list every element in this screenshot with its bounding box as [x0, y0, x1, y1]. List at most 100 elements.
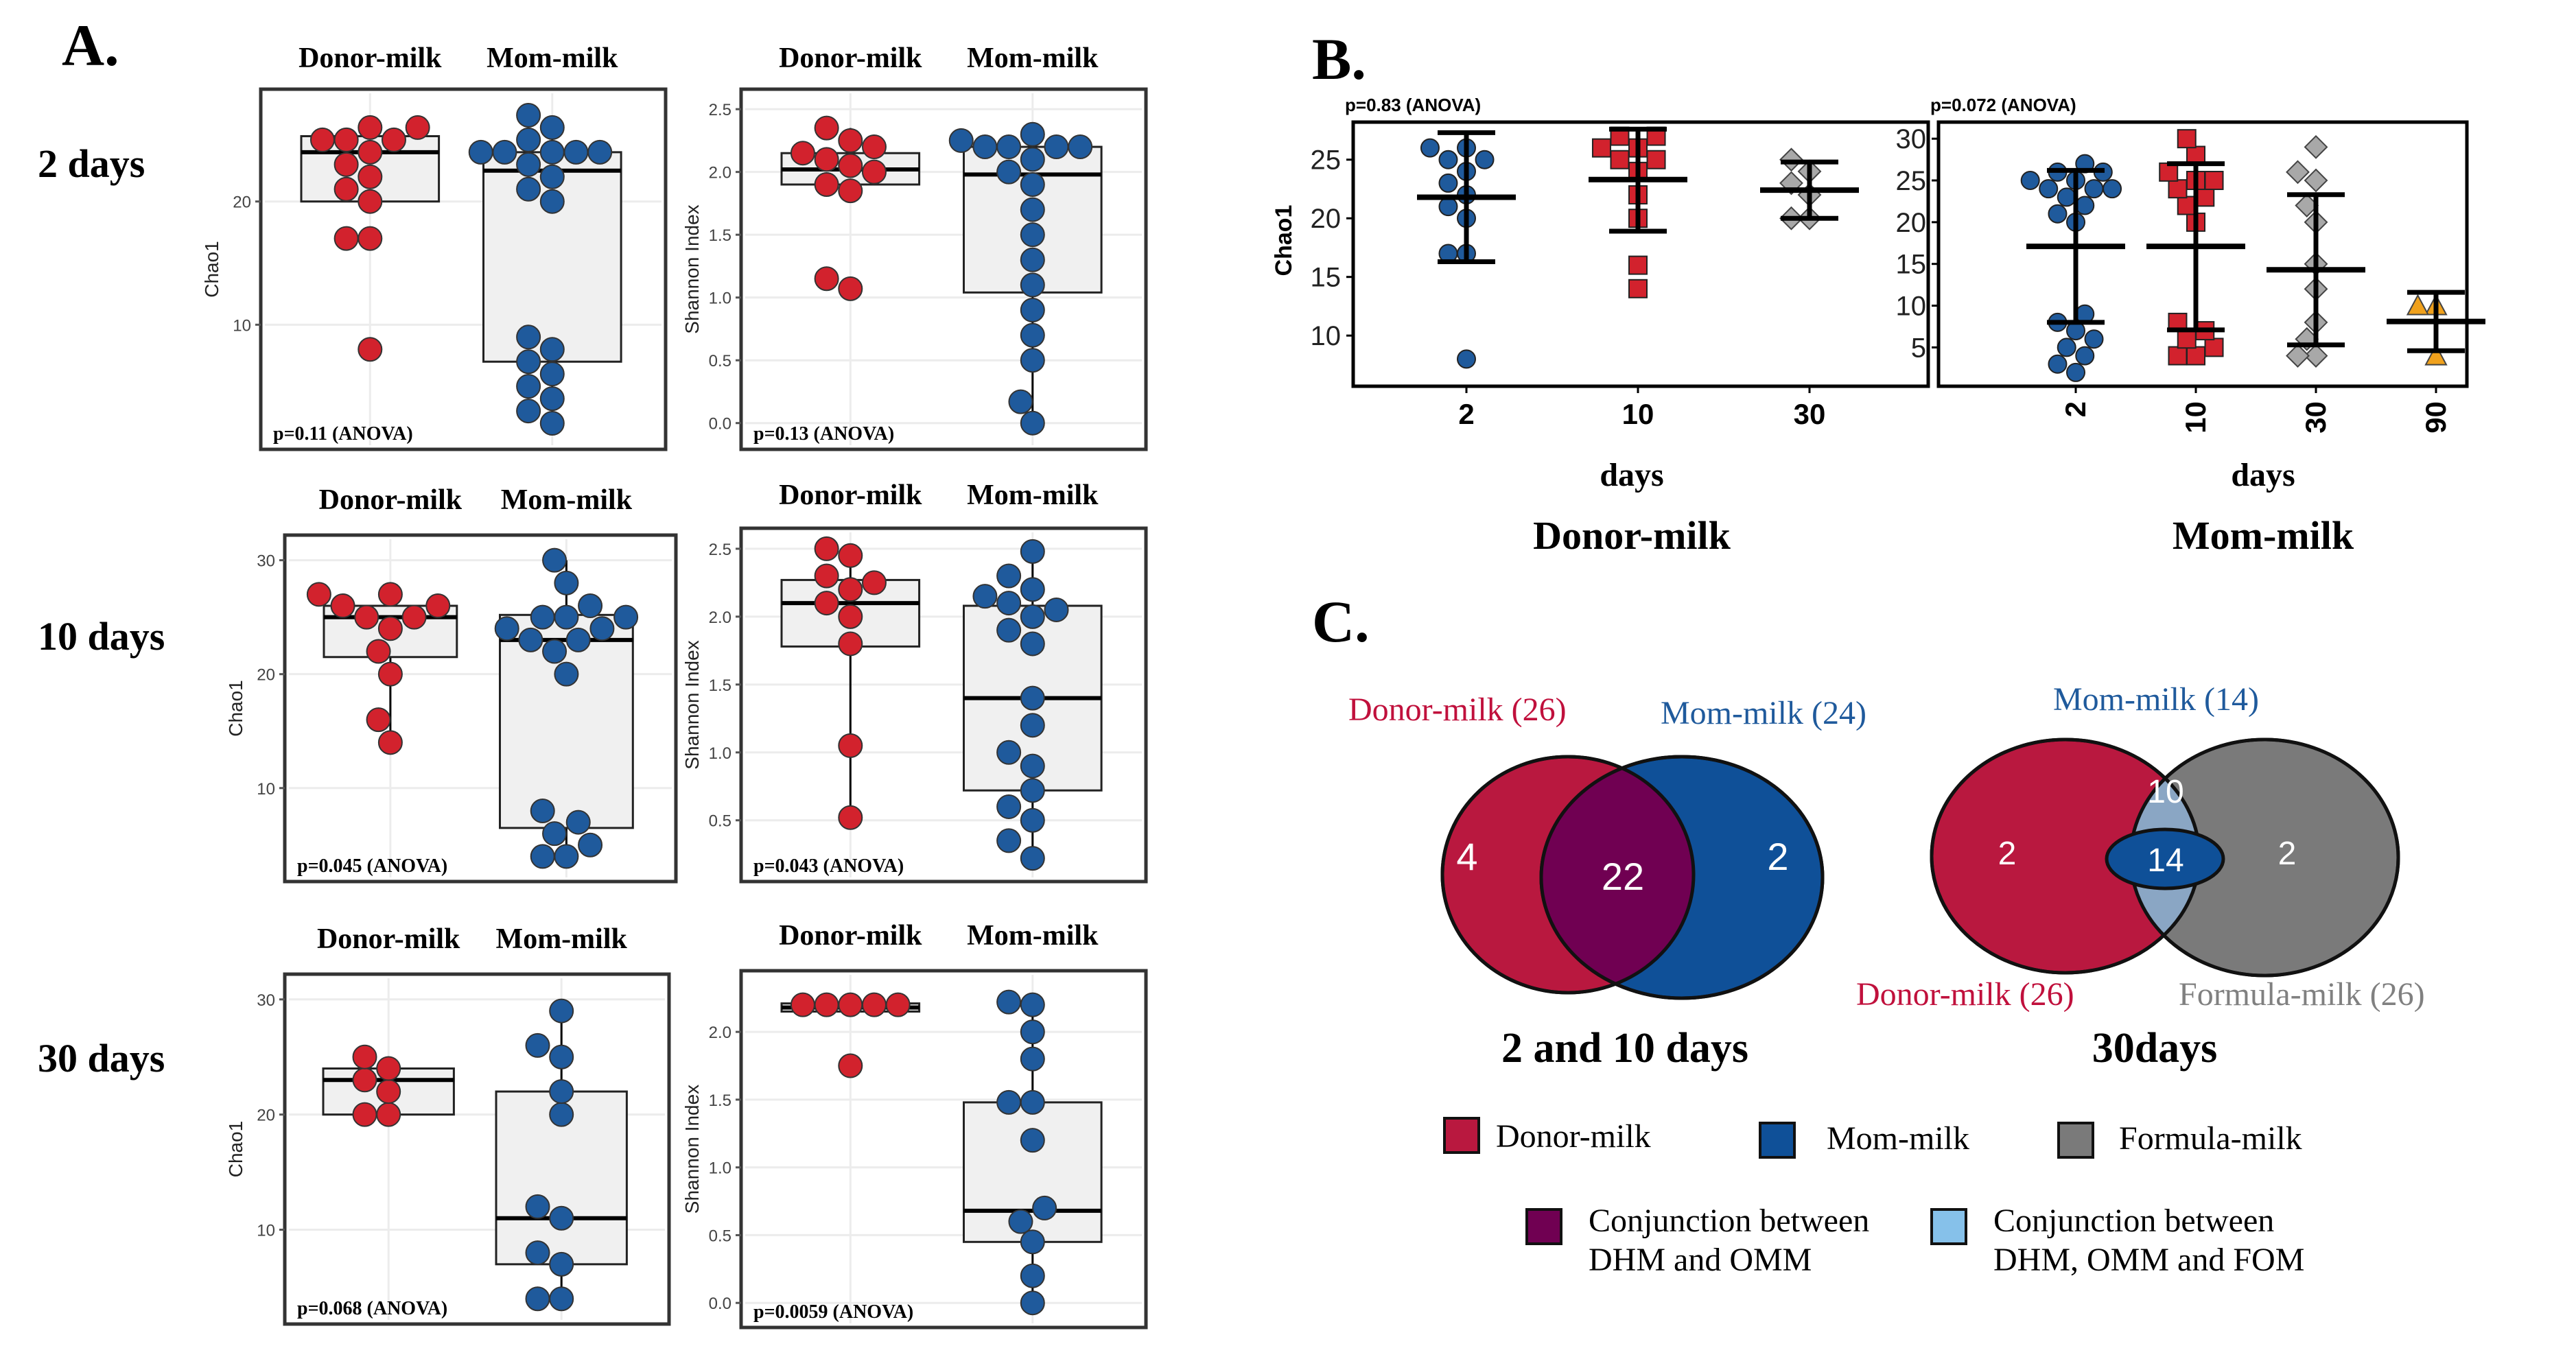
data-point [996, 134, 1022, 160]
data-point [549, 1286, 574, 1312]
data-point [1020, 322, 1045, 348]
data-point [861, 992, 887, 1017]
data-point [542, 639, 567, 664]
legend-swatch-donor [1443, 1117, 1480, 1154]
category-header: Donor-milk [779, 480, 922, 511]
data-point [1020, 121, 1045, 147]
data-point [838, 992, 863, 1017]
y-tick-label: 30 [257, 552, 275, 571]
data-point [589, 616, 615, 641]
x-axis-label: days [2231, 457, 2295, 493]
category-header: Donor-milk [298, 43, 442, 74]
data-point [996, 740, 1022, 765]
data-point [539, 362, 565, 387]
y-axis-label: Chao1 [225, 680, 246, 737]
data-point [996, 617, 1022, 643]
data-point [563, 139, 589, 165]
data-point [1020, 1263, 1045, 1288]
data-point [1020, 631, 1045, 657]
y-tick-label: 15 [1311, 263, 1342, 293]
data-point [2406, 294, 2430, 316]
data-point [358, 139, 383, 165]
data-point [354, 604, 379, 630]
data-point [539, 164, 565, 189]
data-point [542, 547, 567, 573]
boxplot-30d-chao1: 10 20 30 Chao1 Donor-milk Mom-milk p=0.068 (AN… [225, 923, 671, 1326]
y-tick-label: 2.0 [709, 609, 731, 627]
data-point [530, 604, 555, 630]
y-tick-label: 10 [257, 780, 275, 799]
data-point [333, 127, 359, 152]
data-point [1032, 1195, 1057, 1220]
y-tick-label: 20 [1896, 208, 1927, 238]
x-tick-label: 10 [2179, 401, 2212, 434]
data-point [1020, 807, 1045, 833]
y-tick-label: 25 [1311, 145, 1342, 176]
p-value-label: p=0.13 (ANOVA) [753, 423, 894, 445]
data-point [358, 226, 383, 251]
data-point [996, 1089, 1022, 1115]
venn-right-label-mom: Mom-milk (14) [2053, 681, 2259, 718]
venn-left-label-donor: Donor-milk (26) [1348, 692, 1567, 728]
legend: Donor-milk Mom-milk Formula-milk Conjunc… [1443, 1117, 2304, 1278]
legend-label-donor: Donor-milk [1496, 1118, 1651, 1155]
data-point [1020, 1128, 1045, 1153]
data-point [358, 337, 383, 362]
data-point [1628, 255, 1648, 275]
y-axis-label: Chao1 [1271, 205, 1297, 276]
data-point [2168, 346, 2188, 366]
data-point [1438, 197, 1458, 217]
data-point [542, 821, 567, 847]
data-point [996, 591, 1022, 616]
y-tick-label: 0.0 [709, 1295, 731, 1313]
data-point [1610, 150, 1630, 169]
data-point [516, 324, 541, 350]
data-point [1068, 134, 1093, 160]
p-value-label: p=0.043 (ANOVA) [753, 855, 904, 877]
y-tick-label: 1.5 [709, 1091, 731, 1110]
y-tick-label: 10 [1311, 321, 1342, 351]
row-label-30-days: 30 days [38, 1036, 165, 1080]
data-point [996, 794, 1022, 819]
y-tick-label: 20 [257, 666, 275, 685]
data-point [996, 989, 1022, 1015]
y-tick-label: 1.0 [709, 744, 731, 763]
data-point [1020, 1290, 1045, 1316]
data-point [1020, 410, 1045, 436]
data-point [2304, 344, 2328, 368]
legend-swatch-conj-dm [1525, 1208, 1562, 1245]
data-point [972, 584, 998, 609]
data-point [516, 399, 541, 424]
data-point [530, 844, 555, 869]
data-point [2204, 171, 2224, 191]
data-point [2066, 362, 2085, 382]
data-point [554, 844, 579, 869]
data-point [377, 730, 403, 755]
data-point [358, 115, 383, 140]
data-point [565, 627, 591, 652]
data-point [549, 998, 574, 1024]
x-tick-label: 2 [1458, 398, 1474, 430]
data-point [516, 152, 541, 177]
data-point [838, 733, 863, 758]
venn-right-mom-circle [2105, 827, 2225, 890]
x-axis-label: days [1600, 457, 1663, 493]
legend-label-mom: Mom-milk [1827, 1120, 1969, 1157]
boxplot-10d-shannon: 0.5 1.0 1.5 2.0 2.5 Shannon Index Donor-milk Mo… [681, 480, 1148, 884]
row-label-10-days: 10 days [38, 614, 165, 659]
data-point [516, 102, 541, 128]
data-point [2168, 179, 2188, 199]
data-point [377, 616, 403, 641]
data-point [366, 707, 391, 733]
category-header: Donor-milk [779, 920, 922, 952]
data-point [1020, 846, 1045, 871]
data-point [468, 139, 493, 165]
x-tick-label: 30 [1794, 398, 1826, 430]
legend-swatch-formula [2057, 1122, 2094, 1159]
data-point [1020, 1229, 1045, 1255]
data-point [1020, 713, 1045, 738]
legend-label-conj-all-line2: DHM, OMM and FOM [1993, 1242, 2304, 1278]
category-header: Donor-milk [317, 923, 460, 955]
p-value-label: p=0.072 (ANOVA) [1930, 95, 2076, 115]
data-point [516, 127, 541, 152]
